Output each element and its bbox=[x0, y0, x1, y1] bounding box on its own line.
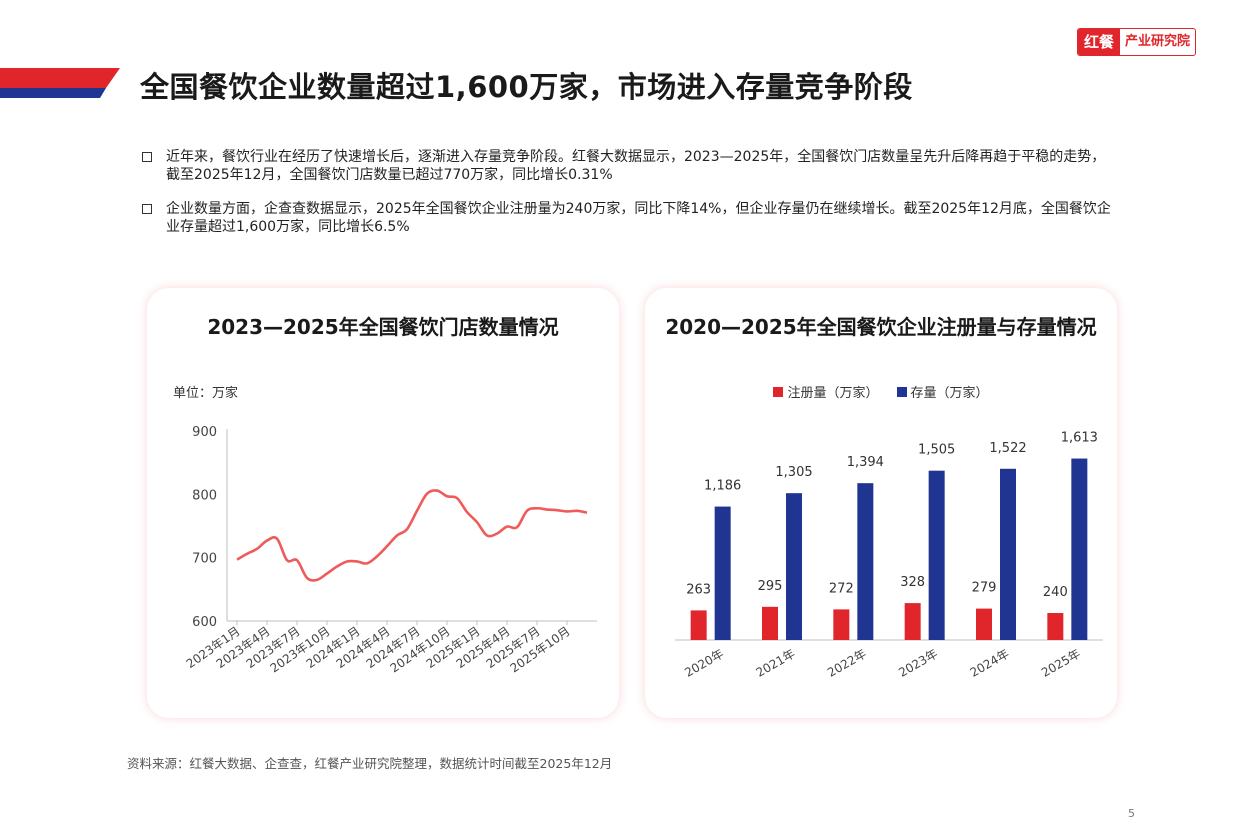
bullet-list: 近年来，餐饮行业在经历了快速增长后，逐渐进入存量竞争阶段。红餐大数据显示，202… bbox=[140, 148, 1115, 252]
stock-bar bbox=[714, 506, 731, 640]
stock-bar bbox=[1000, 468, 1016, 640]
registration-value-label: 240 bbox=[1043, 585, 1068, 600]
line-chart-unit: 单位：万家 bbox=[173, 386, 239, 401]
legend-item-stock: 存量（万家） bbox=[896, 382, 989, 401]
store-count-line bbox=[236, 489, 588, 582]
stock-value-label: 1,522 bbox=[989, 441, 1026, 456]
page-number: 5 bbox=[1128, 807, 1135, 820]
source-note: 资料来源：红餐大数据、企查查，红餐产业研究院整理，数据统计时间截至2025年12… bbox=[127, 756, 613, 771]
bullet-item: 企业数量方面，企查查数据显示，2025年全国餐饮企业注册量为240万家，同比下降… bbox=[140, 200, 1115, 236]
bullet-text: 近年来，餐饮行业在经历了快速增长后，逐渐进入存量竞争阶段。红餐大数据显示，202… bbox=[166, 149, 1106, 183]
legend-swatch-red-icon bbox=[773, 386, 784, 397]
store-count-chart-card: 2023—2025年全国餐饮门店数量情况 单位：万家 600 700 800 900 2… bbox=[147, 288, 619, 718]
registration-value-label: 272 bbox=[829, 581, 854, 596]
registration-value-label: 279 bbox=[972, 581, 997, 596]
registration-bar bbox=[762, 606, 778, 640]
brand-logo: 红餐 产业研究院 bbox=[1076, 28, 1196, 56]
title-accent-stripe bbox=[0, 68, 120, 98]
page-title: 全国餐饮企业数量超过1,600万家，市场进入存量竞争阶段 bbox=[140, 70, 913, 104]
y-tick-label: 800 bbox=[192, 488, 217, 503]
registration-bar bbox=[690, 610, 707, 640]
y-tick-label: 900 bbox=[192, 425, 217, 440]
legend-label-stock: 存量（万家） bbox=[910, 386, 989, 401]
logo-text: 产业研究院 bbox=[1124, 34, 1190, 49]
stock-value-label: 1,394 bbox=[847, 455, 884, 470]
logo-mark: 红餐 bbox=[1077, 29, 1120, 55]
registration-bar bbox=[976, 608, 992, 640]
stock-value-label: 1,305 bbox=[775, 465, 812, 480]
x-tick-label: 2025年 bbox=[1039, 646, 1083, 679]
legend-swatch-navy-icon bbox=[896, 386, 907, 397]
stock-value-label: 1,613 bbox=[1061, 431, 1098, 446]
x-tick-label: 2021年 bbox=[754, 646, 798, 679]
line-chart: 6007008009002023年1月2023年4月2023年7月2023年10… bbox=[184, 425, 597, 676]
registration-bar bbox=[833, 609, 850, 640]
registration-value-label: 295 bbox=[758, 579, 783, 594]
x-tick-label: 2023年 bbox=[896, 646, 940, 679]
x-tick-label: 2024年 bbox=[968, 646, 1012, 679]
registration-value-label: 263 bbox=[686, 582, 711, 597]
registration-bar bbox=[904, 603, 921, 640]
stock-bar bbox=[857, 483, 874, 640]
legend-item-registrations: 注册量（万家） bbox=[773, 382, 879, 401]
stock-bar bbox=[1071, 458, 1088, 640]
x-tick-label: 2022年 bbox=[825, 646, 869, 679]
stock-value-label: 1,505 bbox=[918, 443, 955, 458]
bullet-text: 企业数量方面，企查查数据显示，2025年全国餐饮企业注册量为240万家，同比下降… bbox=[166, 201, 1111, 235]
line-chart-title: 2023—2025年全国餐饮门店数量情况 bbox=[207, 315, 559, 339]
stock-bar bbox=[928, 470, 945, 640]
stock-value-label: 1,186 bbox=[704, 479, 741, 494]
bar-chart-title: 2020—2025年全国餐饮企业注册量与存量情况 bbox=[665, 315, 1097, 339]
bullet-item: 近年来，餐饮行业在经历了快速增长后，逐渐进入存量竞争阶段。红餐大数据显示，202… bbox=[140, 148, 1115, 184]
stock-bar bbox=[786, 493, 802, 640]
legend-label-registrations: 注册量（万家） bbox=[787, 386, 879, 401]
registration-bar bbox=[1047, 613, 1064, 640]
y-tick-label: 600 bbox=[192, 615, 217, 630]
y-tick-label: 700 bbox=[192, 552, 217, 567]
square-bullet-icon bbox=[142, 152, 152, 162]
bar-chart-legend: 注册量（万家） 存量（万家） bbox=[645, 382, 1117, 401]
x-tick-label: 2020年 bbox=[682, 646, 726, 679]
square-bullet-icon bbox=[142, 204, 152, 214]
enterprise-chart-card: 2020—2025年全国餐饮企业注册量与存量情况 注册量（万家） 存量（万家） … bbox=[645, 288, 1117, 718]
registration-value-label: 328 bbox=[900, 575, 925, 590]
bar-chart: 263 1,186 2020年 295 1,305 2021年 272 1,394 2022年 3… bbox=[675, 431, 1103, 680]
